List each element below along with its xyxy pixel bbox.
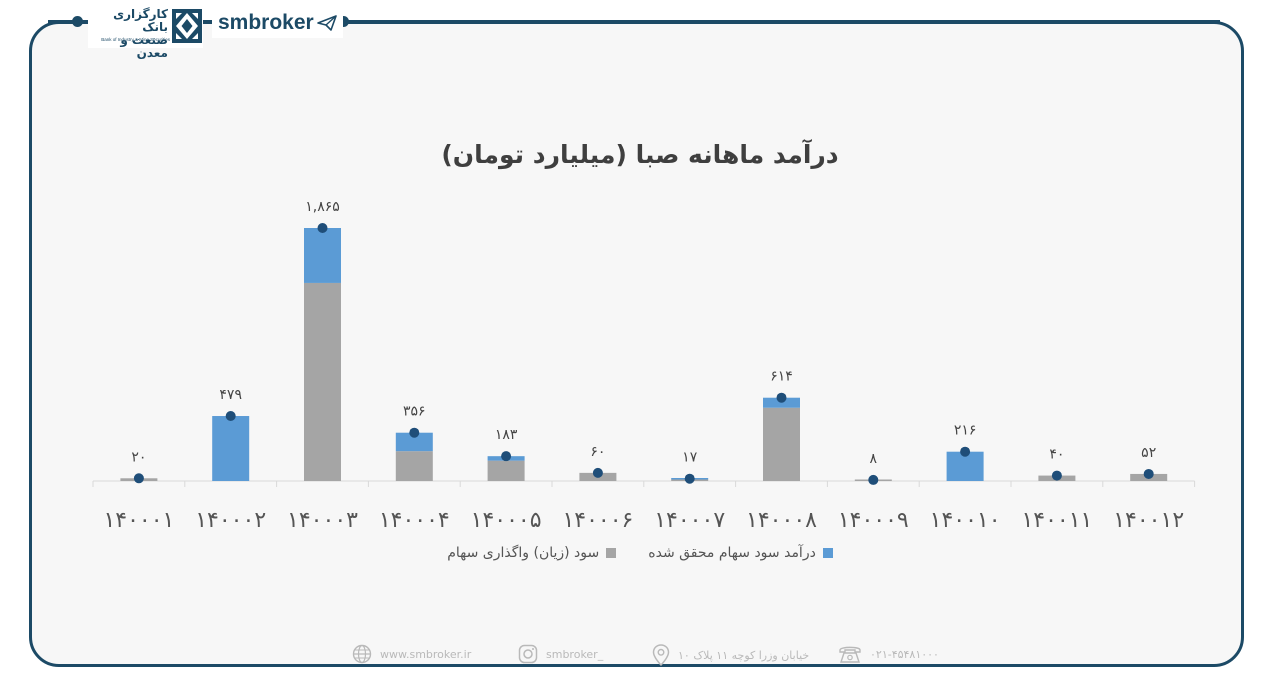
legend-swatch-dividend xyxy=(822,548,833,558)
total-marker-10 xyxy=(960,446,971,457)
category-label-1: ۱۴۰۰۰۱ xyxy=(103,508,174,533)
globe-icon xyxy=(352,644,372,664)
legend-swatch-disposal xyxy=(606,548,617,558)
header-line-left xyxy=(48,20,90,23)
footer: www.smbroker.ir smbroker_ خیابان وزرا کو… xyxy=(0,640,1280,668)
category-label-10: ۱۴۰۰۱۰ xyxy=(930,508,1001,533)
bar-disposal-3 xyxy=(304,282,341,481)
brand-logo: smbroker xyxy=(212,8,343,38)
footer-website[interactable]: www.smbroker.ir xyxy=(352,644,471,664)
total-label-6: ۶۰ xyxy=(590,444,605,460)
website-text: www.smbroker.ir xyxy=(380,647,472,661)
category-label-7: ۱۴۰۰۰۷ xyxy=(654,508,725,533)
total-label-7: ۱۷ xyxy=(682,450,698,466)
header: کارگزاری بانک صنعت و معدن Bank of Indust… xyxy=(0,0,1280,60)
bar-disposal-5 xyxy=(487,460,525,481)
total-label-8: ۶۱۴ xyxy=(770,369,793,385)
total-marker-5 xyxy=(501,451,512,462)
legend-item-dividend: درآمد سود سهام محقق شده xyxy=(648,545,833,561)
total-label-10: ۲۱۶ xyxy=(954,423,977,439)
legend-item-disposal: سود (زیان) واگذاری سهام xyxy=(447,545,617,561)
frame xyxy=(29,21,1244,667)
total-marker-9 xyxy=(868,474,879,485)
total-label-3: ۱,۸۶۵ xyxy=(305,199,340,215)
header-dot-left xyxy=(72,16,83,27)
total-label-1: ۲۰ xyxy=(131,449,146,465)
total-marker-11 xyxy=(1051,470,1062,481)
footer-phone[interactable]: ۰۲۱-۴۵۴۸۱۰۰۰ xyxy=(838,644,939,664)
total-marker-4 xyxy=(409,427,420,438)
category-label-8: ۱۴۰۰۰۸ xyxy=(746,508,817,533)
total-marker-7 xyxy=(684,473,695,484)
bank-logo: کارگزاری بانک صنعت و معدن Bank of Indust… xyxy=(88,6,203,60)
total-label-9: ۸ xyxy=(870,451,878,467)
legend-label-disposal: سود (زیان) واگذاری سهام xyxy=(447,545,600,561)
header-dot-right xyxy=(338,16,349,27)
total-label-11: ۴۰ xyxy=(1049,447,1064,463)
telephone-icon xyxy=(839,646,861,663)
paper-plane-icon xyxy=(316,15,337,31)
instagram-icon xyxy=(518,644,538,664)
category-label-3: ۱۴۰۰۰۳ xyxy=(287,508,358,533)
location-pin-icon xyxy=(652,644,670,666)
bar-disposal-4 xyxy=(395,451,433,481)
total-label-2: ۴۷۹ xyxy=(219,387,242,403)
total-label-4: ۳۵۶ xyxy=(403,404,426,420)
address-text: خیابان وزرا کوچه ۱۱ پلاک ۱۰ xyxy=(678,648,810,662)
legend-label-dividend: درآمد سود سهام محقق شده xyxy=(648,545,816,561)
category-label-12: ۱۴۰۰۱۲ xyxy=(1113,508,1184,533)
bar-chart: ۲۰ ۱۴۰۰۰۱ ۴۷۹ ۱۴۰۰۰۲ ۱,۸۶۵ ۱۴۰۰۰۳ ۳۵۶ ۱۴۰۰۰۴ ۱۸۳… xyxy=(92,199,1196,533)
total-marker-1 xyxy=(133,473,144,484)
total-marker-3 xyxy=(317,223,328,233)
total-marker-8 xyxy=(776,392,787,403)
footer-address: خیابان وزرا کوچه ۱۱ پلاک ۱۰ xyxy=(652,644,809,666)
category-label-2: ۱۴۰۰۰۲ xyxy=(195,508,266,533)
category-label-6: ۱۴۰۰۰۶ xyxy=(562,508,633,533)
brand-text: smbroker xyxy=(218,11,314,34)
header-line-mid xyxy=(203,20,215,23)
footer-instagram[interactable]: smbroker_ xyxy=(518,644,603,664)
total-marker-12 xyxy=(1143,468,1154,479)
bar-dividend-3 xyxy=(304,228,341,283)
bar-disposal-8 xyxy=(763,407,800,481)
total-label-5: ۱۸۳ xyxy=(495,427,518,443)
bank-name: کارگزاری بانک صنعت و معدن xyxy=(113,7,168,60)
category-label-11: ۱۴۰۰۱۱ xyxy=(1021,508,1092,533)
category-label-4: ۱۴۰۰۰۴ xyxy=(379,508,450,533)
header-line-right xyxy=(340,20,1220,23)
bank-emblem-icon xyxy=(172,9,202,43)
bar-dividend-2 xyxy=(212,416,250,481)
total-marker-6 xyxy=(592,467,603,478)
chart-title: درآمد ماهانه صبا (میلیارد تومان) xyxy=(441,140,839,169)
phone-text: ۰۲۱-۴۵۴۸۱۰۰۰ xyxy=(870,647,939,661)
category-label-5: ۱۴۰۰۰۵ xyxy=(471,508,542,533)
bar-dividend-4 xyxy=(395,432,433,452)
instagram-text: smbroker_ xyxy=(546,647,604,661)
total-marker-2 xyxy=(225,411,236,422)
legend: درآمد سود سهام محقق شده سود (زیان) واگذا… xyxy=(0,545,1280,561)
category-label-9: ۱۴۰۰۰۹ xyxy=(838,508,909,533)
total-label-12: ۵۲ xyxy=(1141,445,1156,461)
bar-dividend-8 xyxy=(763,397,800,408)
bank-name-en: Bank of Industry & Mine Securities xyxy=(101,37,170,42)
